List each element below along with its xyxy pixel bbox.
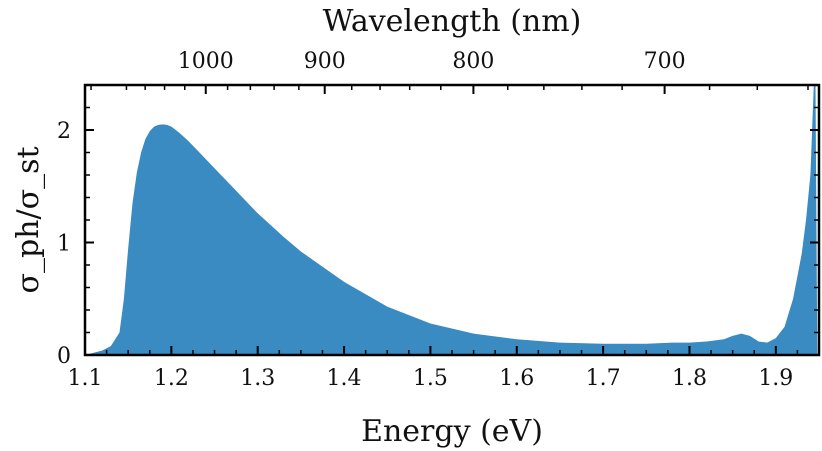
y-tick-label: 2 [57, 119, 71, 144]
area-layer [85, 85, 818, 355]
x-tick-label: 1.2 [154, 366, 189, 391]
y-tick-label: 0 [57, 344, 71, 369]
top-tick-label: 1000 [178, 49, 234, 74]
x-tick-label: 1.6 [499, 366, 534, 391]
x-tick-labels: 1.1 1.2 1.3 1.4 1.5 1.6 1.7 1.8 1.9 [68, 366, 794, 391]
y-tick-labels: 0 1 2 [57, 119, 71, 369]
top-tick-label: 700 [644, 49, 686, 74]
x-axis-title: Energy (eV) [361, 414, 543, 449]
x-tick-label: 1.5 [413, 366, 448, 391]
series-area [85, 85, 818, 355]
plot-frame [83, 83, 821, 357]
top-tick-label: 800 [452, 49, 494, 74]
top-tick-labels: 1000 900 800 700 [178, 49, 686, 74]
x-tick-label: 1.8 [672, 366, 707, 391]
x-tick-label: 1.4 [327, 366, 362, 391]
y-axis-title: σ_ph/σ_st [11, 146, 46, 293]
x-tick-label: 1.7 [586, 366, 621, 391]
x-tick-label: 1.3 [240, 366, 275, 391]
x-tick-label: 1.9 [758, 366, 793, 391]
top-axis-title: Wavelength (nm) [323, 4, 582, 39]
y-tick-label: 1 [57, 232, 71, 257]
top-tick-label: 900 [304, 49, 346, 74]
x-tick-label: 1.1 [68, 366, 103, 391]
